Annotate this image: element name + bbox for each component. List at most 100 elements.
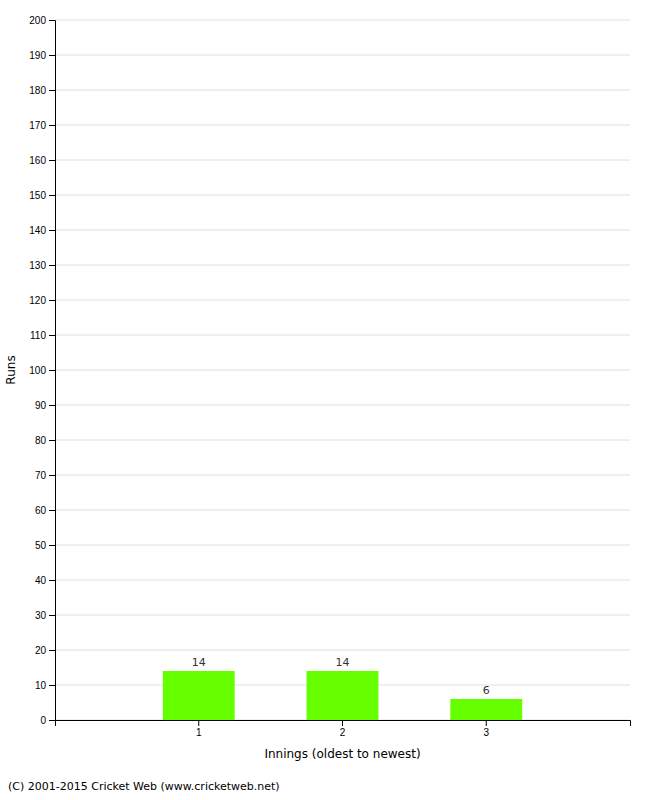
- tick-mark: [49, 90, 55, 91]
- grid-line: [55, 300, 630, 301]
- tick-mark: [49, 440, 55, 441]
- y-tick: 150: [29, 190, 55, 201]
- tick-mark: [198, 720, 199, 726]
- y-tick: 200: [29, 15, 55, 26]
- grid-line: [55, 370, 630, 371]
- tick-mark: [486, 720, 487, 726]
- grid-line: [55, 195, 630, 196]
- tick-label: 10: [35, 680, 47, 691]
- y-tick: 140: [29, 225, 55, 236]
- tick-label: 130: [29, 260, 46, 271]
- tick-label: 1: [196, 727, 202, 738]
- tick-mark: [49, 405, 55, 406]
- grid-line: [55, 335, 630, 336]
- bar: [450, 699, 522, 720]
- tick-mark: [49, 370, 55, 371]
- y-tick: 40: [35, 575, 55, 586]
- tick-label: 80: [35, 435, 47, 446]
- tick-mark: [49, 580, 55, 581]
- grid: [55, 20, 630, 720]
- y-tick: 110: [30, 330, 55, 341]
- tick-label: 150: [29, 190, 46, 201]
- tick-label: 3: [483, 727, 489, 738]
- y-tick: 10: [35, 680, 55, 691]
- tick-label: 50: [35, 540, 47, 551]
- tick-label: 200: [29, 15, 46, 26]
- y-tick: 60: [35, 505, 55, 516]
- y-tick: 80: [35, 435, 55, 446]
- tick-mark: [49, 615, 55, 616]
- footer: (C) 2001-2015 Cricket Web (www.cricketwe…: [8, 780, 280, 793]
- tick-label: 160: [29, 155, 46, 166]
- tick-label: 120: [29, 295, 46, 306]
- tick-mark: [49, 265, 55, 266]
- x-axis-title: Innings (oldest to newest): [264, 747, 420, 761]
- grid-line: [55, 230, 630, 231]
- y-tick: 180: [29, 85, 55, 96]
- tick-label: 2: [340, 727, 346, 738]
- tick-label: 140: [29, 225, 46, 236]
- tick-mark: [49, 685, 55, 686]
- data-label: 14: [336, 656, 350, 669]
- bar: [307, 671, 379, 720]
- grid-line: [55, 90, 630, 91]
- grid-line: [55, 20, 630, 21]
- y-axis-title: Runs: [4, 355, 18, 384]
- x-tick: 3: [483, 720, 489, 738]
- tick-mark: [49, 510, 55, 511]
- bar: [163, 671, 235, 720]
- grid-line: [55, 650, 630, 651]
- tick-mark: [49, 125, 55, 126]
- y-tick: 70: [35, 470, 55, 481]
- grid-line: [55, 405, 630, 406]
- y-tick: 0: [40, 715, 55, 726]
- grid-line: [55, 265, 630, 266]
- tick-label: 40: [35, 575, 47, 586]
- bars: [163, 671, 522, 720]
- data-label: 6: [483, 684, 490, 697]
- tick-mark: [49, 230, 55, 231]
- y-tick: 170: [29, 120, 55, 131]
- grid-line: [55, 510, 630, 511]
- tick-mark: [49, 545, 55, 546]
- x-tick: 2: [340, 720, 346, 738]
- x-axis: 1 2 3: [56, 720, 631, 738]
- tick-mark: [49, 720, 55, 721]
- tick-mark: [49, 300, 55, 301]
- tick-mark: [342, 720, 343, 726]
- tick-mark: [49, 335, 55, 336]
- y-tick: 100: [29, 365, 55, 376]
- tick-label: 110: [30, 330, 46, 341]
- grid-line: [55, 55, 630, 56]
- grid-line: [55, 125, 630, 126]
- tick-mark: [49, 20, 55, 21]
- tick-label: 0: [40, 715, 46, 726]
- grid-line: [55, 160, 630, 161]
- axis-line: [56, 721, 631, 727]
- grid-line: [55, 580, 630, 581]
- y-tick: 50: [35, 540, 55, 551]
- y-tick: 120: [29, 295, 55, 306]
- y-tick: 90: [35, 400, 55, 411]
- tick-mark: [49, 55, 55, 56]
- tick-label: 70: [35, 470, 47, 481]
- y-axis: 0 10 20 30 40 50 60 70 80 90 100 110 120 130 140 150 160…: [29, 15, 55, 726]
- plot: 1230102030405060708090100110120130140150…: [4, 15, 631, 761]
- x-tick: 1: [196, 720, 202, 738]
- tick-label: 30: [35, 610, 47, 621]
- tick-label: 180: [29, 85, 46, 96]
- data-label: 14: [192, 656, 206, 669]
- tick-label: 60: [35, 505, 47, 516]
- tick-label: 20: [35, 645, 47, 656]
- chart: 1230102030405060708090100110120130140150…: [0, 0, 650, 800]
- y-tick: 160: [29, 155, 55, 166]
- grid-line: [55, 615, 630, 616]
- y-tick: 30: [35, 610, 55, 621]
- grid-line: [55, 545, 630, 546]
- tick-mark: [49, 650, 55, 651]
- tick-mark: [49, 475, 55, 476]
- tick-mark: [49, 160, 55, 161]
- axis-line: [49, 21, 56, 721]
- y-tick: 20: [35, 645, 55, 656]
- tick-mark: [49, 195, 55, 196]
